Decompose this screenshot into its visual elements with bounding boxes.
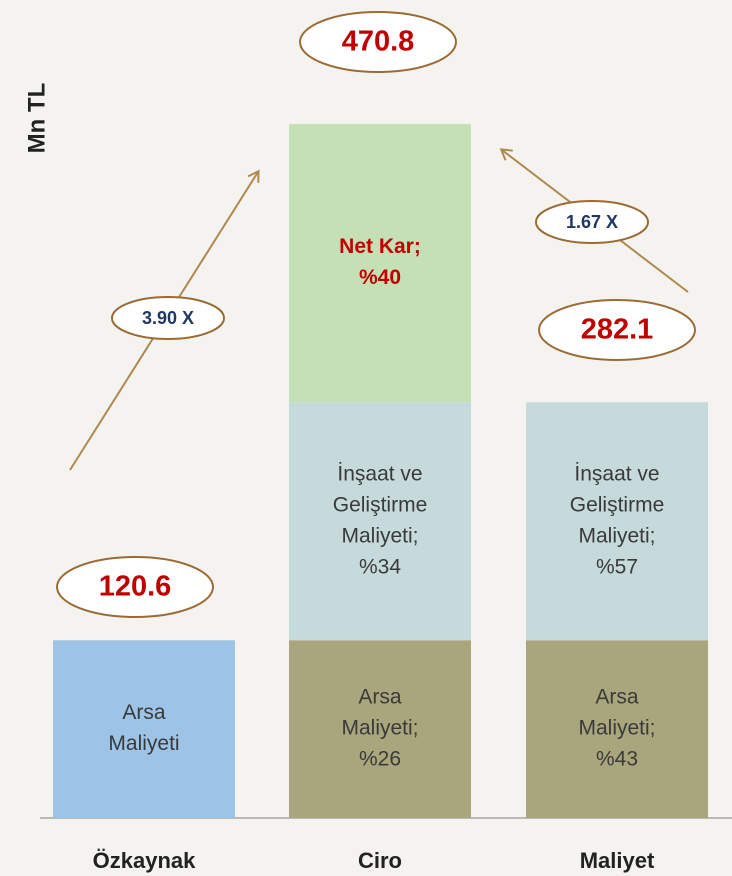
segment-label: %43: [596, 748, 638, 771]
total-bubble: [56, 556, 214, 618]
segment-label: Arsa: [122, 701, 166, 724]
bar-segment: [526, 402, 708, 641]
segment-label: İnşaat ve: [574, 462, 659, 485]
bar-segment: [526, 640, 708, 818]
segment-label: Maliyeti;: [341, 524, 418, 547]
segment-label: Maliyeti;: [578, 524, 655, 547]
bar-segment: [289, 124, 471, 403]
segment-label: Arsa: [595, 686, 639, 709]
bar-segment: [53, 640, 235, 818]
segment-label: %26: [359, 748, 401, 771]
total-label: 120.6: [99, 571, 172, 603]
total-label: 470.8: [342, 26, 415, 58]
multiplier-label: 1.67 X: [566, 212, 618, 232]
segment-label: %34: [359, 555, 401, 578]
bar-segment: [289, 402, 471, 641]
segment-label: Maliyeti;: [578, 717, 655, 740]
y-axis-label: Mn TL: [23, 83, 50, 154]
segment-label: %57: [596, 555, 638, 578]
bar-segment: [289, 640, 471, 818]
total-label: 282.1: [581, 314, 654, 346]
total-bubble: [299, 11, 457, 73]
segment-label: Net Kar;: [339, 235, 421, 258]
segment-label: Maliyeti: [108, 732, 179, 755]
segment-label: Geliştirme: [570, 493, 665, 516]
segment-label: Geliştirme: [333, 493, 428, 516]
segment-label: Maliyeti;: [341, 717, 418, 740]
total-bubble: [538, 299, 696, 361]
segment-label: Arsa: [358, 686, 402, 709]
x-tick-label: Ciro: [358, 848, 402, 873]
multiplier-label: 3.90 X: [142, 308, 194, 328]
x-tick-label: Maliyet: [580, 848, 655, 873]
segment-label: %40: [359, 266, 401, 289]
segment-label: İnşaat ve: [337, 462, 422, 485]
x-tick-label: Özkaynak: [93, 848, 196, 873]
multiplier-bubble: [535, 200, 649, 244]
multiplier-bubble: [111, 296, 225, 340]
